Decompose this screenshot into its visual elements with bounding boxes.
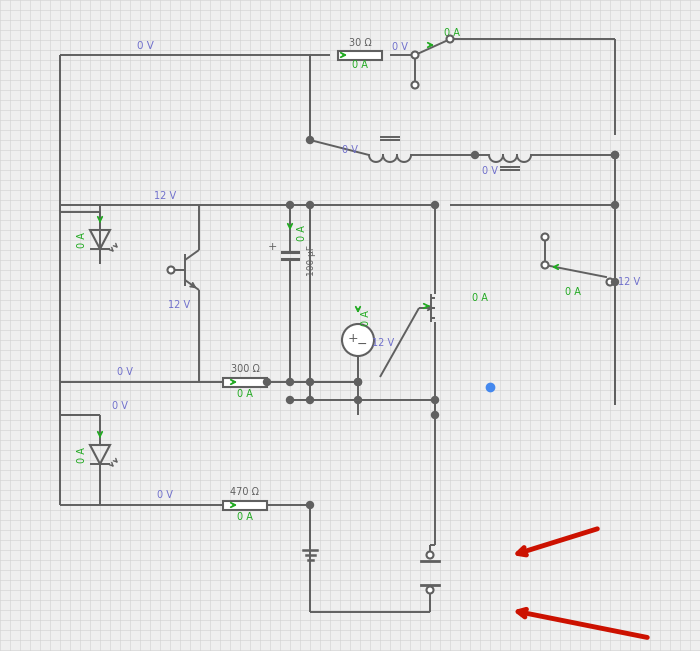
Bar: [223, 378, 267, 387]
Text: 12 V: 12 V: [154, 191, 176, 201]
Circle shape: [286, 396, 293, 404]
Circle shape: [307, 378, 314, 385]
Circle shape: [167, 266, 174, 273]
Text: 0 A: 0 A: [361, 310, 371, 326]
Circle shape: [412, 81, 419, 89]
Circle shape: [354, 396, 361, 404]
Text: +: +: [348, 331, 358, 344]
Circle shape: [447, 36, 454, 42]
Circle shape: [263, 378, 270, 385]
Text: +: +: [267, 242, 276, 252]
Text: 100 μF: 100 μF: [307, 245, 316, 275]
Circle shape: [342, 324, 374, 356]
Circle shape: [606, 279, 613, 286]
Circle shape: [612, 152, 619, 158]
Text: 0 V: 0 V: [392, 42, 408, 52]
Circle shape: [542, 234, 549, 240]
Text: 0 V: 0 V: [342, 145, 358, 155]
Circle shape: [431, 202, 438, 208]
Text: 0 A: 0 A: [77, 232, 87, 248]
Text: 0 A: 0 A: [77, 447, 87, 463]
Text: 0 A: 0 A: [565, 287, 581, 297]
Circle shape: [412, 51, 419, 59]
Circle shape: [354, 378, 361, 385]
Text: 0 V: 0 V: [117, 367, 133, 377]
Circle shape: [542, 262, 549, 268]
Text: 0 A: 0 A: [297, 225, 307, 241]
Text: 0 V: 0 V: [482, 166, 498, 176]
Text: 0 A: 0 A: [472, 293, 488, 303]
Text: 0 A: 0 A: [444, 28, 460, 38]
Text: 0 V: 0 V: [136, 41, 153, 51]
Text: 0 V: 0 V: [112, 401, 128, 411]
Circle shape: [307, 501, 314, 508]
Bar: [223, 501, 267, 510]
Circle shape: [612, 279, 619, 286]
Text: 12 V: 12 V: [168, 300, 190, 310]
Circle shape: [431, 411, 438, 419]
Circle shape: [472, 152, 479, 158]
Circle shape: [431, 396, 438, 404]
Circle shape: [426, 551, 433, 559]
Text: 0 A: 0 A: [237, 389, 253, 399]
Text: 300 Ω: 300 Ω: [230, 364, 260, 374]
Circle shape: [612, 152, 619, 158]
Circle shape: [286, 378, 293, 385]
Circle shape: [612, 202, 619, 208]
Text: 470 Ω: 470 Ω: [230, 487, 260, 497]
Text: 12 V: 12 V: [618, 277, 640, 287]
Text: 0 V: 0 V: [157, 490, 173, 500]
Circle shape: [286, 202, 293, 208]
Circle shape: [426, 587, 433, 594]
Text: 0 A: 0 A: [237, 512, 253, 522]
Circle shape: [307, 137, 314, 143]
Circle shape: [354, 378, 361, 385]
Text: 30 Ω: 30 Ω: [349, 38, 372, 48]
Circle shape: [307, 396, 314, 404]
Text: 12 V: 12 V: [372, 338, 394, 348]
Text: −: −: [357, 337, 368, 350]
Text: 0 A: 0 A: [352, 60, 368, 70]
Circle shape: [307, 202, 314, 208]
Bar: [338, 51, 382, 59]
